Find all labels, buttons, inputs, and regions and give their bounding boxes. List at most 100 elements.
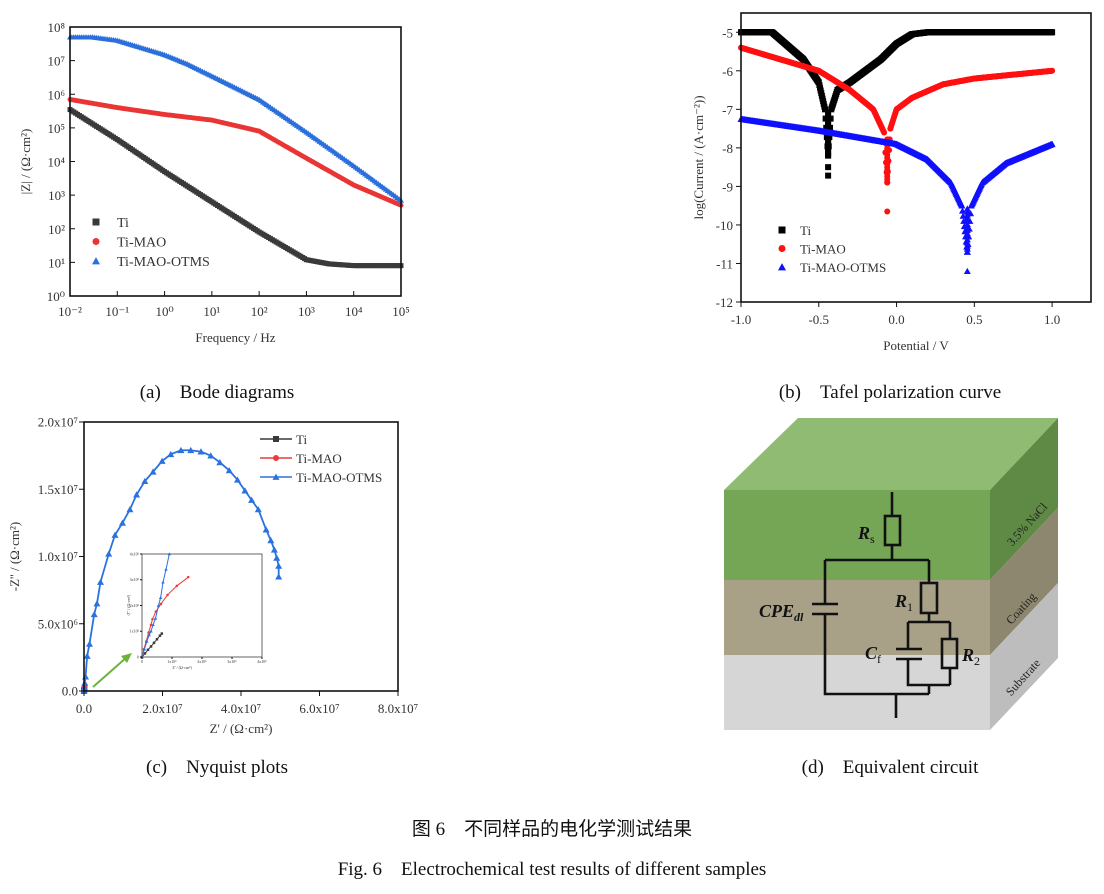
data-point (133, 491, 141, 498)
data-point (146, 648, 150, 652)
legend-label: Ti (117, 216, 129, 231)
x-tick-label: 3x10⁶ (227, 659, 237, 664)
y-axis-label: |Z| / (Ω·cm²) (18, 129, 33, 195)
data-point (145, 639, 149, 643)
data-point (825, 152, 832, 159)
y-tick-label: -11 (716, 256, 733, 271)
data-point (1049, 67, 1056, 74)
y-tick-label: 2x10⁶ (130, 603, 140, 608)
legend-label: Ti-MAO (117, 236, 166, 251)
data-point (275, 573, 283, 580)
x-tick-label: 10⁰ (155, 304, 173, 319)
x-tick-label: 10⁻² (58, 304, 82, 319)
y-tick-label: 3x10⁶ (130, 577, 140, 582)
data-point (186, 575, 190, 579)
x-tick-label: 4.0x10⁷ (221, 701, 261, 716)
data-point (825, 109, 832, 116)
substrate-layer-front (724, 655, 990, 730)
y-tick-label: 10² (48, 222, 65, 237)
data-point (151, 623, 155, 626)
series-ti (738, 29, 1056, 179)
x-axis-label: Frequency / Hz (195, 330, 275, 345)
data-point (83, 652, 91, 659)
zoom-arrow (92, 656, 128, 688)
data-point (167, 450, 175, 458)
coating-layer-side (990, 508, 1058, 655)
y-tick-label: 0.0 (62, 684, 78, 699)
caption-d: (d) Equivalent circuit (801, 757, 979, 778)
data-point (156, 603, 161, 607)
capacitor-cf (896, 647, 922, 661)
series-line (83, 449, 280, 692)
data-point (273, 554, 281, 561)
y-tick-label: 10⁷ (47, 54, 65, 69)
y-tick-label: 1.5x10⁷ (38, 482, 78, 497)
legend-label: Ti (296, 432, 307, 447)
series-ti-mao (738, 44, 1056, 215)
y-tick-label: 10⁶ (47, 87, 65, 102)
y-tick-label: 4x10⁶ (130, 551, 140, 556)
x-tick-label: 10⁴ (345, 304, 363, 319)
y-tick-label: -8 (722, 141, 733, 156)
y-tick-label: 10⁰ (47, 289, 65, 304)
data-point (207, 452, 215, 459)
x-tick-label: 10⁻¹ (105, 304, 129, 319)
data-point (225, 467, 233, 474)
y-tick-label: -6 (722, 64, 733, 79)
y-tick-label: -12 (716, 295, 733, 310)
legend-marker (92, 238, 100, 245)
x-tick-label: 10² (251, 304, 268, 319)
data-point (96, 578, 104, 585)
legend-marker (92, 218, 100, 226)
data-point (958, 207, 966, 214)
y-tick-label: 10¹ (48, 255, 65, 270)
series-ti-mao (67, 96, 404, 208)
figure-caption-cn: 图 6 不同样品的电化学测试结果 (411, 819, 693, 840)
data-point (93, 600, 101, 607)
data-point (90, 610, 98, 618)
data-point (825, 121, 832, 128)
data-point (825, 112, 832, 119)
data-point (141, 477, 149, 485)
data-point (825, 149, 832, 156)
caption-c: (c) Nyquist plots (146, 757, 288, 778)
data-point (270, 546, 278, 553)
equivalent-circuit-diagram: 3.5% NaCl Coating Substrate (724, 418, 1058, 730)
data-point (177, 446, 185, 454)
x-tick-label: 2x10⁶ (197, 659, 207, 664)
data-point (1049, 29, 1056, 36)
y-tick-label: -5 (722, 25, 733, 40)
x-axis-label: Potential / V (883, 338, 949, 353)
x-tick-label: 1x10⁶ (167, 659, 177, 664)
data-point (825, 137, 832, 144)
series-line (141, 553, 170, 658)
caption-b: (b) Tafel polarization curve (778, 382, 1002, 403)
legend-marker (778, 263, 786, 271)
data-point (152, 641, 156, 645)
data-point (825, 115, 832, 122)
data-point (158, 457, 166, 464)
x-tick-label: 4x10⁶ (257, 659, 267, 664)
data-point (822, 106, 828, 113)
data-point (963, 205, 971, 212)
data-point (233, 476, 241, 483)
x-tick-label: 6.0x10⁷ (299, 701, 339, 716)
data-point (161, 580, 165, 584)
label-cf: Cf (865, 643, 881, 666)
data-point (111, 531, 119, 538)
data-point (958, 202, 966, 209)
circuit-wires (823, 492, 952, 718)
data-point (275, 562, 283, 569)
y-tick-label: -10 (716, 218, 733, 233)
x-tick-label: 8.0x10⁷ (378, 701, 418, 716)
y-axis-label: -Z'' / (Ω·cm²) (7, 522, 22, 592)
y-tick-label: -7 (722, 102, 733, 117)
data-point (126, 506, 134, 513)
x-tick-label: 0.0 (888, 312, 904, 327)
data-point (158, 596, 163, 599)
x-axis-label: Z' / (Ω·cm²) (172, 665, 192, 670)
legend-label: Ti-MAO-OTMS (296, 470, 382, 485)
data-point (142, 647, 147, 651)
x-tick-label: 2.0x10⁷ (142, 701, 182, 716)
legend-marker (778, 245, 786, 252)
